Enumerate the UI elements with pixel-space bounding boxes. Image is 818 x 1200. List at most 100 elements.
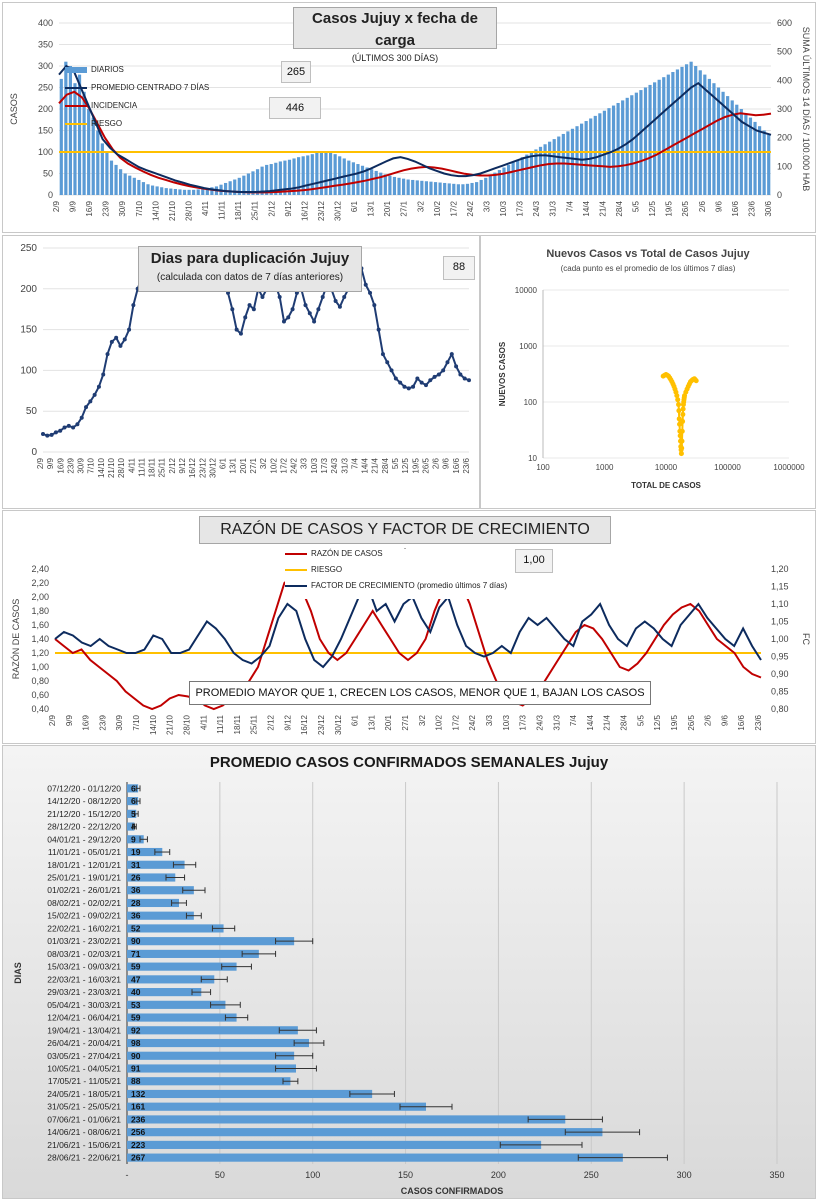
bar-value-label: 223 <box>131 1140 145 1150</box>
x-tick-label: 11/11 <box>137 457 146 476</box>
razon-line <box>54 574 762 711</box>
x-tick-label: 27/1 <box>249 457 258 473</box>
x-tick-label: 30/9 <box>118 200 127 216</box>
x-axis-title: CASOS CONFIRMADOS <box>401 1186 504 1196</box>
duplicacion-point <box>389 368 394 373</box>
bar-value-label: 53 <box>131 1000 141 1010</box>
x-tick-label: 300 <box>677 1170 692 1180</box>
x-tick-label: 100000 <box>714 463 741 472</box>
x-tick-label: 18/11 <box>233 714 242 734</box>
y2-tick-label: 600 <box>777 18 792 28</box>
daily-bar <box>534 149 538 195</box>
y-tick-label: 300 <box>38 61 53 71</box>
daily-bar <box>283 160 287 195</box>
x-tick-label: 100 <box>536 463 550 472</box>
daily-bar <box>278 161 282 195</box>
daily-bar <box>370 169 374 195</box>
weekly-bar <box>127 1089 373 1099</box>
duplicacion-point <box>423 383 428 388</box>
casos-legend: DIARIOS PROMEDIO CENTRADO 7 DÍAS INCIDEN… <box>65 65 225 135</box>
x-tick-label: 2/6 <box>704 714 713 726</box>
y2-tick-label: 0,95 <box>771 652 789 662</box>
daily-bar <box>420 180 424 195</box>
x-tick-label: 23/6 <box>747 200 756 216</box>
daily-bar <box>205 188 209 195</box>
x-tick-label: 25/11 <box>250 714 259 734</box>
category-label: 25/01/21 - 19/01/21 <box>47 873 121 883</box>
x-tick-label: 17/2 <box>449 200 458 216</box>
y2-tick-label: 300 <box>777 104 792 114</box>
x-tick-label: 20/1 <box>239 457 248 473</box>
daily-bar <box>201 188 205 195</box>
x-tick-label: 3/3 <box>483 200 492 212</box>
weekly-bar <box>127 1140 542 1149</box>
x-tick-label: 6/1 <box>351 714 360 726</box>
x-tick-label: 17/3 <box>519 714 528 730</box>
x-tick-label: 30/12 <box>333 200 342 221</box>
weekly-bar <box>127 1013 237 1022</box>
x-tick-label: 14/4 <box>586 714 595 730</box>
x-tick-label: 30/9 <box>115 714 124 730</box>
y2-tick-label: 0,85 <box>771 687 789 697</box>
y-tick-label: 100 <box>38 147 53 157</box>
bar-value-label: 36 <box>131 885 141 895</box>
duplicacion-point <box>41 432 45 437</box>
duplicacion-point <box>243 315 248 320</box>
scatter-point <box>680 406 686 412</box>
x-tick-label: 3/2 <box>416 200 425 212</box>
y-tick-label: 50 <box>43 169 53 179</box>
x-tick-label: 23/6 <box>462 457 471 473</box>
x-tick-label: 10000 <box>655 463 678 472</box>
daily-bar <box>721 91 725 195</box>
daily-bar <box>187 189 191 195</box>
bar-value-label: 52 <box>131 923 141 933</box>
bar-value-label: 26 <box>131 873 141 883</box>
y-tick-label: 150 <box>38 126 53 136</box>
scatter-point <box>680 418 686 424</box>
x-tick-label: 16/6 <box>737 714 746 730</box>
daily-bar <box>260 166 264 195</box>
x-axis-title: TOTAL DE CASOS <box>631 481 701 490</box>
legend-promedio: PROMEDIO CENTRADO 7 DÍAS <box>65 83 209 92</box>
x-tick-label: 20/1 <box>384 714 393 730</box>
scatter-point <box>675 397 681 403</box>
daily-bar <box>593 115 597 195</box>
x-tick-label: 7/10 <box>87 457 96 473</box>
daily-bar <box>452 183 456 195</box>
scatter-point <box>676 402 682 408</box>
x-tick-label: 9/6 <box>720 714 729 726</box>
category-label: 29/03/21 - 23/03/21 <box>47 987 121 997</box>
x-tick-label: 12/5 <box>401 457 410 473</box>
duplicacion-point <box>286 315 291 320</box>
duplicacion-point <box>445 360 450 365</box>
daily-bar <box>762 130 766 195</box>
daily-bar <box>274 162 278 195</box>
razon-chart-panel: 0,40 0,60 0,80 1,00 1,20 1,40 1,60 1,80 2,00 2,20… <box>2 510 816 744</box>
x-tick-label: 12/5 <box>653 714 662 730</box>
category-label: 18/01/21 - 12/01/21 <box>47 860 121 870</box>
daily-bar <box>64 61 68 196</box>
bar-value-label: 36 <box>131 911 141 921</box>
duplicacion-point <box>432 374 437 379</box>
x-tick-label: 30/9 <box>77 457 86 473</box>
y2-tick-label: 200 <box>777 133 792 143</box>
daily-bar <box>411 179 415 195</box>
weekly-bar <box>127 975 215 984</box>
x-tick-label: 21/10 <box>107 457 116 478</box>
razon-legend: RAZÓN DE CASOS RIESGO FACTOR DE CRECIMIE… <box>285 549 507 599</box>
legend-riesgo-label: RIESGO <box>91 119 123 128</box>
category-label: 24/05/21 - 18/05/21 <box>47 1089 121 1099</box>
category-label: 03/05/21 - 27/04/21 <box>47 1051 121 1061</box>
x-tick-label: 19/5 <box>665 200 674 216</box>
legend-riesgo: RIESGO <box>65 119 122 128</box>
x-tick-label: 20/1 <box>383 200 392 216</box>
x-tick-label: 3/2 <box>259 457 268 469</box>
x-tick-label: 17/3 <box>516 200 525 216</box>
casos-value-box-2: 446 <box>269 97 321 119</box>
x-tick-label: 7/4 <box>350 457 359 469</box>
daily-bar <box>306 155 310 195</box>
weekly-bar <box>127 1026 298 1035</box>
duplicacion-point <box>277 294 282 299</box>
x-tick-label: 14/4 <box>361 457 370 473</box>
